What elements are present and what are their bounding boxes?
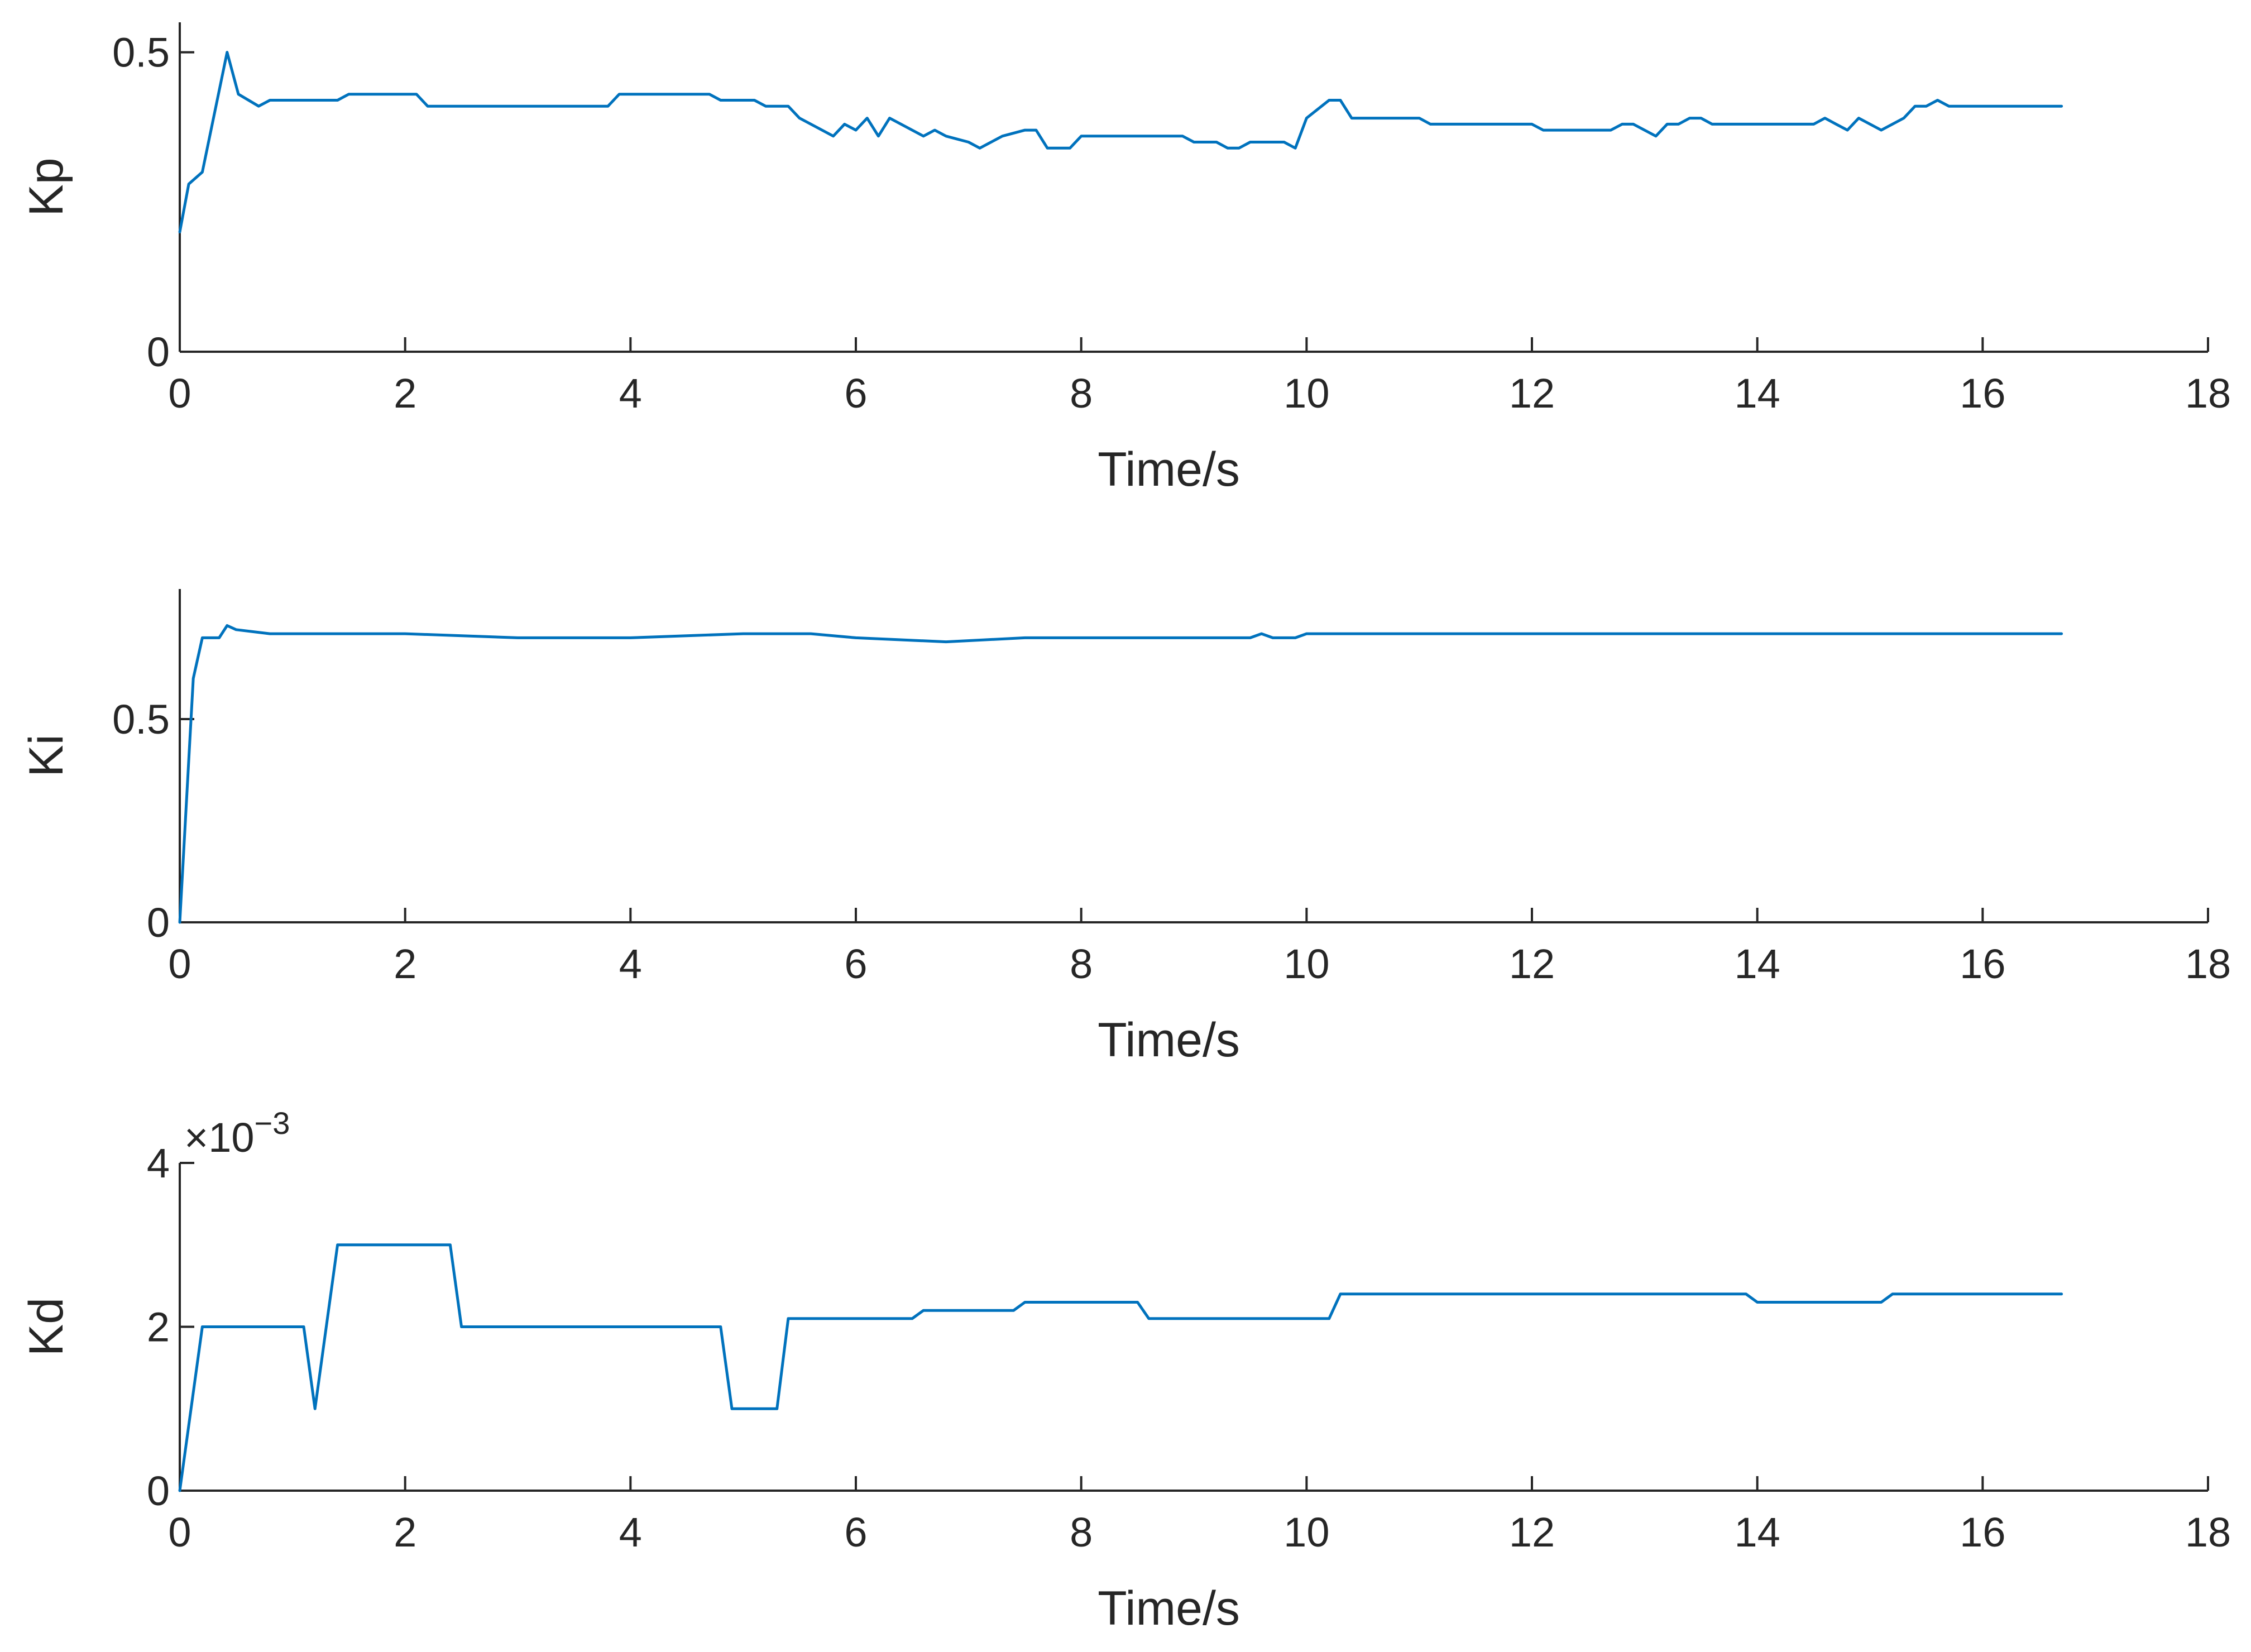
x-tick-label: 14: [1735, 370, 1780, 416]
x-tick-label: 4: [619, 1509, 642, 1555]
x-tick-label: 0: [168, 941, 191, 987]
y-axis-label: Kd: [20, 1297, 73, 1356]
x-tick-label: 4: [619, 370, 642, 416]
x-tick-label: 6: [844, 370, 867, 416]
y-axis-label: Kp: [20, 157, 73, 216]
y-tick-label: 2: [147, 1304, 170, 1351]
x-tick-label: 6: [844, 941, 867, 987]
y-axis-label: Ki: [20, 734, 73, 777]
x-tick-label: 12: [1509, 370, 1555, 416]
x-tick-label: 2: [394, 941, 416, 987]
series-line-kp: [178, 51, 2063, 233]
y-tick-label: 0.5: [112, 696, 170, 743]
y-tick-label: 0: [147, 1468, 170, 1514]
series-line-ki: [178, 624, 2063, 924]
x-tick-label: 18: [2185, 370, 2231, 416]
x-axis-label: Time/s: [1098, 1013, 1240, 1067]
x-tick-label: 14: [1735, 1509, 1780, 1555]
x-tick-label: 8: [1070, 370, 1093, 416]
x-tick-label: 18: [2185, 1509, 2231, 1555]
x-tick-label: 16: [1960, 1509, 2005, 1555]
x-tick-label: 14: [1735, 941, 1780, 987]
x-tick-label: 10: [1283, 1509, 1329, 1555]
x-tick-label: 16: [1960, 370, 2005, 416]
x-tick-label: 10: [1283, 941, 1329, 987]
x-tick-label: 8: [1070, 941, 1093, 987]
x-tick-label: 0: [168, 1509, 191, 1555]
x-tick-label: 6: [844, 1509, 867, 1555]
x-tick-label: 8: [1070, 1509, 1093, 1555]
panel-ki: 0 2 4 6 8 10 12 14 16 18 0 0.5 Time/s Ki: [20, 589, 2231, 1067]
y-tick-label: 0.5: [112, 30, 170, 76]
series-line-kd: [178, 1243, 2063, 1492]
x-axis-label: Time/s: [1098, 443, 1240, 496]
x-axis-label: Time/s: [1098, 1582, 1240, 1635]
x-tick-label: 12: [1509, 1509, 1555, 1555]
y-tick-label: 0: [147, 329, 170, 375]
y-tick-label: 0: [147, 899, 170, 946]
x-tick-label: 16: [1960, 941, 2005, 987]
x-tick-label: 12: [1509, 941, 1555, 987]
x-tick-label: 2: [394, 1509, 416, 1555]
x-tick-label: 0: [168, 370, 191, 416]
x-tick-label: 10: [1283, 370, 1329, 416]
x-tick-label: 4: [619, 941, 642, 987]
panel-kd: 0 2 4 6 8 10 12 14 16 18 0 2 4 Time/s Kd ×10−3: [20, 1105, 2231, 1635]
panel-kp: 0 2 4 6 8 10 12 14 16 18 0 0.5 Time/s Kp: [20, 22, 2231, 496]
x-tick-label: 18: [2185, 941, 2231, 987]
y-exponent-label: ×10−3: [184, 1105, 290, 1161]
y-tick-label: 4: [147, 1140, 170, 1186]
x-tick-label: 2: [394, 370, 416, 416]
